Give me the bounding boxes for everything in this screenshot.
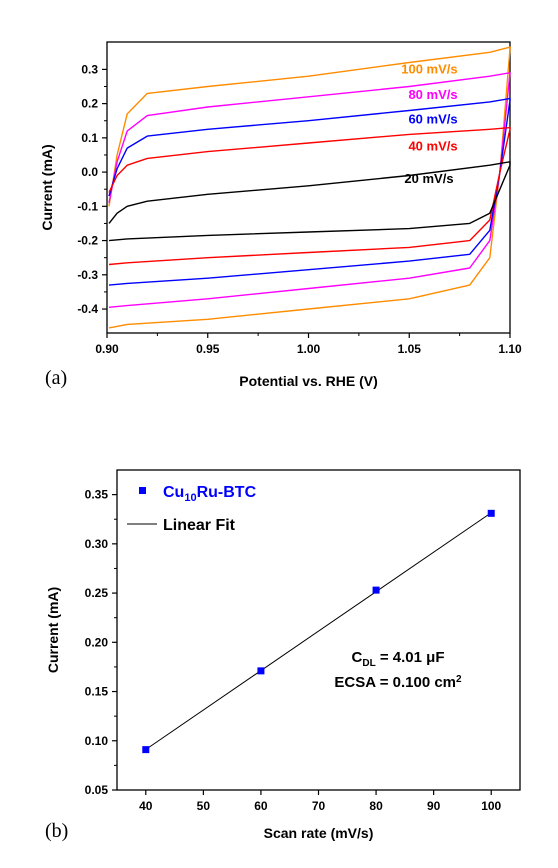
x-tick-label: 100 — [481, 799, 501, 813]
annotation-ecsa: ECSA = 0.100 cm2 — [334, 674, 462, 691]
x-tick-label: 40 — [139, 799, 153, 813]
legend-cu: Cu — [163, 484, 184, 501]
x-tick-label: 70 — [312, 799, 326, 813]
y-tick-label: 0.25 — [85, 586, 109, 600]
x-tick-label: 0.95 — [196, 342, 220, 356]
x-tick-label: 1.10 — [498, 342, 522, 356]
x-tick-label: 1.00 — [297, 342, 321, 356]
x-axis-label-a: Potential vs. RHE (V) — [239, 373, 377, 389]
series-label: 60 mV/s — [408, 112, 457, 127]
data-point — [372, 586, 380, 594]
cdl-c: C — [352, 649, 363, 666]
y-tick-label: 0.05 — [85, 783, 109, 797]
cdl-value: = 4.01 μF — [376, 649, 445, 666]
data-point — [487, 509, 495, 517]
y-tick-label: 0.30 — [85, 537, 109, 551]
axis-ticks-a: 0.90 0.95 1.00 1.05 1.10 -0.4 -0.3 -0.2 -0.1 0.0 0… — [77, 62, 522, 356]
legend-rest: Ru-BTC — [197, 484, 257, 501]
legend-b: Cu10Ru-BTC Linear Fit — [127, 484, 257, 534]
cv-curve — [108, 161, 511, 242]
ecsa-sup: 2 — [456, 674, 462, 685]
cv-curve — [108, 46, 511, 329]
data-point — [257, 667, 265, 675]
y-tick-label: -0.2 — [77, 234, 98, 248]
y-tick-label: 0.1 — [81, 131, 98, 145]
x-tick-label: 50 — [197, 799, 211, 813]
y-tick-label: 0.10 — [85, 734, 109, 748]
series-label: 40 mV/s — [408, 138, 457, 153]
series-label: 80 mV/s — [408, 87, 457, 102]
cdl-sub: DL — [362, 658, 375, 669]
series-label: 100 mV/s — [401, 61, 457, 76]
legend-label-series: Cu10Ru-BTC — [163, 484, 257, 504]
y-tick-label: 0.20 — [85, 635, 109, 649]
y-tick-label: -0.3 — [77, 268, 98, 282]
data-point — [142, 746, 150, 754]
y-tick-label: 0.15 — [85, 685, 109, 699]
y-tick-label: -0.4 — [77, 302, 98, 316]
axis-ticks-b: 40 50 60 70 80 90 100 0.05 0.10 0.15 0.20 0.25 0.30 0… — [85, 488, 502, 813]
panel-label-b: (b) — [45, 820, 68, 842]
y-axis-label-b: Current (mA) — [45, 587, 61, 673]
legend-sub: 10 — [184, 492, 196, 504]
panel-b: 40 50 60 70 80 90 100 0.05 0.10 0.15 0.20 0.25 0.30 0… — [45, 469, 521, 842]
x-axis-label-b: Scan rate (mV/s) — [264, 825, 374, 841]
data-points-b — [142, 509, 495, 754]
y-tick-label: 0.3 — [81, 62, 98, 76]
panel-a: 0.90 0.95 1.00 1.05 1.10 -0.4 -0.3 -0.2 -0.1 0.0 0… — [39, 41, 522, 389]
y-tick-label: 0.2 — [81, 97, 98, 111]
y-tick-label: 0.0 — [81, 165, 98, 179]
x-tick-label: 80 — [369, 799, 383, 813]
legend-label-fit: Linear Fit — [163, 517, 236, 534]
y-axis-label-a: Current (mA) — [39, 144, 55, 230]
cv-curve — [108, 126, 511, 266]
cv-curve — [108, 72, 511, 308]
series-label: 20 mV/s — [404, 171, 453, 186]
x-tick-label: 90 — [427, 799, 441, 813]
cv-curve — [108, 97, 511, 286]
cv-curves — [108, 46, 511, 329]
linear-fit-line — [145, 512, 492, 750]
y-tick-label: -0.1 — [77, 199, 98, 213]
legend-marker-square — [139, 487, 146, 494]
annotation-cdl: CDL = 4.01 μF — [352, 649, 445, 669]
x-tick-label: 1.05 — [398, 342, 422, 356]
y-tick-label: 0.35 — [85, 488, 109, 502]
x-tick-label: 0.90 — [95, 342, 119, 356]
ecsa-value: ECSA = 0.100 cm — [334, 674, 456, 691]
x-tick-label: 60 — [254, 799, 268, 813]
panel-label-a: (a) — [45, 367, 67, 389]
series-labels-a: 100 mV/s 80 mV/s 60 mV/s 40 mV/s 20 mV/s — [401, 61, 457, 186]
